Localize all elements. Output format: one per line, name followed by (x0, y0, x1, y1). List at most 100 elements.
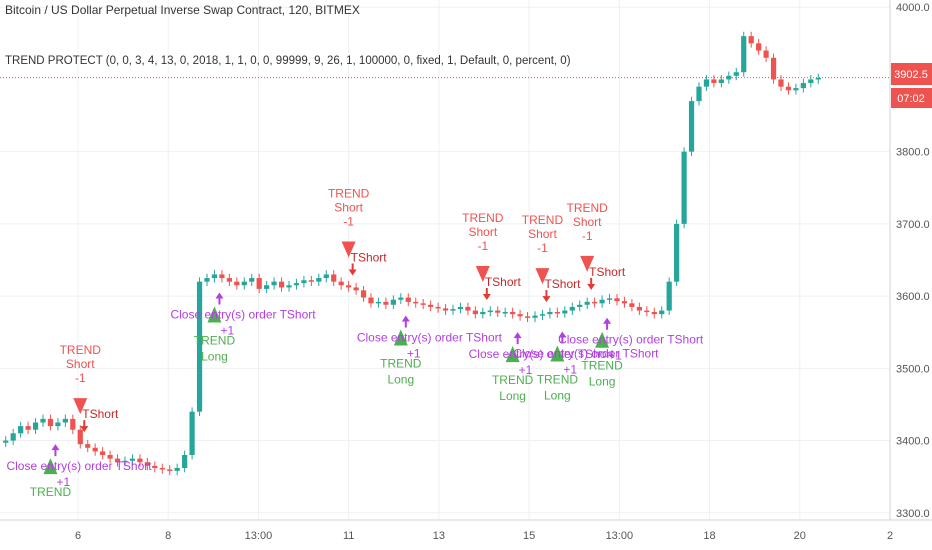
candle-body (398, 297, 404, 300)
long-label-subtitle: Long (499, 389, 526, 403)
price-tick-label: 4000.0 (896, 2, 930, 14)
short-label-subtitle: Short (66, 357, 95, 371)
candle-body (554, 312, 560, 314)
candle-body (174, 468, 180, 471)
candle-body (666, 281, 672, 311)
candle-body (308, 280, 314, 282)
candle-body (264, 285, 270, 289)
price-tick-label: 3400.0 (896, 436, 930, 448)
candle-body (636, 306, 642, 311)
long-label-title: TREND (380, 357, 422, 371)
candle-body (569, 306, 575, 311)
candle-body (390, 299, 396, 305)
candle-body (144, 462, 150, 466)
long-label-title: TREND (194, 333, 236, 347)
short-label-subtitle: Short (468, 225, 497, 239)
candle-body (502, 312, 508, 314)
candle-body (495, 310, 501, 313)
candle-body (92, 447, 98, 452)
short-triangle-icon (73, 398, 88, 415)
candle-body (465, 306, 471, 311)
short-order-label: TShort (351, 250, 388, 264)
close-order-label: Close entry(s) order TShort (6, 459, 152, 473)
close-order-label: Close entry(s) order TShort (357, 331, 503, 345)
long-qty-label: +1 (519, 363, 533, 377)
candle-body (621, 301, 628, 304)
last-price-badge: 3902.5 07:02 (891, 63, 932, 108)
long-label-subtitle: Long (589, 375, 616, 389)
long-label-title: TREND (581, 359, 623, 373)
long-label-subtitle: Long (387, 373, 414, 387)
candle-body (271, 281, 277, 286)
candle-body (316, 278, 322, 282)
short-triangle-icon (580, 255, 595, 272)
short-label-title: TREND (522, 213, 564, 227)
candle-body (592, 301, 598, 304)
candle-body (360, 290, 367, 298)
candle-body (487, 310, 493, 313)
candle-body (711, 79, 717, 84)
candle-body (763, 50, 769, 58)
short-label-title: TREND (60, 343, 102, 357)
down-arrow-icon (482, 288, 491, 300)
candle-body (301, 280, 307, 284)
candle-body (241, 281, 247, 286)
candle-body (405, 297, 411, 302)
candle-body (383, 301, 389, 305)
candle-body (40, 418, 46, 423)
candle-body (189, 411, 195, 455)
candle-body (800, 83, 806, 89)
candle-body (353, 287, 359, 291)
long-label-title: TREND (537, 372, 579, 386)
candle-body (278, 281, 285, 288)
candle-body (756, 43, 762, 51)
time-tick-label: 13:00 (606, 530, 634, 542)
short-label-title: TREND (567, 201, 609, 215)
long-qty-label: +1 (56, 475, 70, 489)
candle-body (457, 306, 464, 310)
short-label-title: TREND (328, 186, 370, 200)
down-arrow-icon (587, 277, 596, 290)
price-axis[interactable]: 4000.0 3800.0 3700.0 3600.0 3500.0 3400.0 3300… (889, 0, 930, 520)
candle-body (524, 316, 531, 318)
candle-body (62, 418, 68, 423)
candle-body (211, 274, 218, 279)
candle-body (435, 306, 441, 309)
time-axis[interactable]: 6 8 13:00 11 13 15 13:00 18 20 2 (0, 519, 932, 542)
candle-body (167, 469, 173, 471)
candle-body (55, 422, 61, 427)
candle-body (70, 418, 76, 430)
short-label-qty: -1 (477, 239, 488, 253)
short-triangle-icon (341, 241, 356, 258)
short-label-qty: -1 (75, 371, 86, 385)
close-order-label: Close entry(s) order TShort (469, 347, 615, 361)
candle-body (10, 433, 16, 441)
up-arrow-icon (558, 331, 567, 344)
candle-body (614, 298, 620, 302)
candle-body (182, 455, 188, 468)
short-label-subtitle: Short (573, 215, 602, 229)
strategy-markers: TRENDShort-1TShortTRENDShort-1TShortTREN… (6, 186, 703, 499)
candle-body (219, 274, 225, 279)
down-arrow-icon (348, 263, 357, 276)
candle-body (703, 79, 710, 87)
long-triangle-icon (393, 329, 408, 346)
short-label-subtitle: Short (334, 200, 363, 214)
candle-body (338, 281, 344, 286)
time-tick-label: 8 (165, 530, 171, 542)
candle-body (428, 304, 434, 307)
short-order-label: TShort (589, 265, 626, 279)
long-label-title: TREND (492, 373, 534, 387)
candles (3, 31, 821, 476)
study-title[interactable]: TREND PROTECT (0, 0, 3, 4, 13, 0, 2018, … (5, 55, 571, 67)
candle-body (196, 281, 203, 412)
short-triangle-icon (535, 268, 550, 285)
candle-body (100, 451, 106, 455)
candle-body (793, 88, 799, 91)
